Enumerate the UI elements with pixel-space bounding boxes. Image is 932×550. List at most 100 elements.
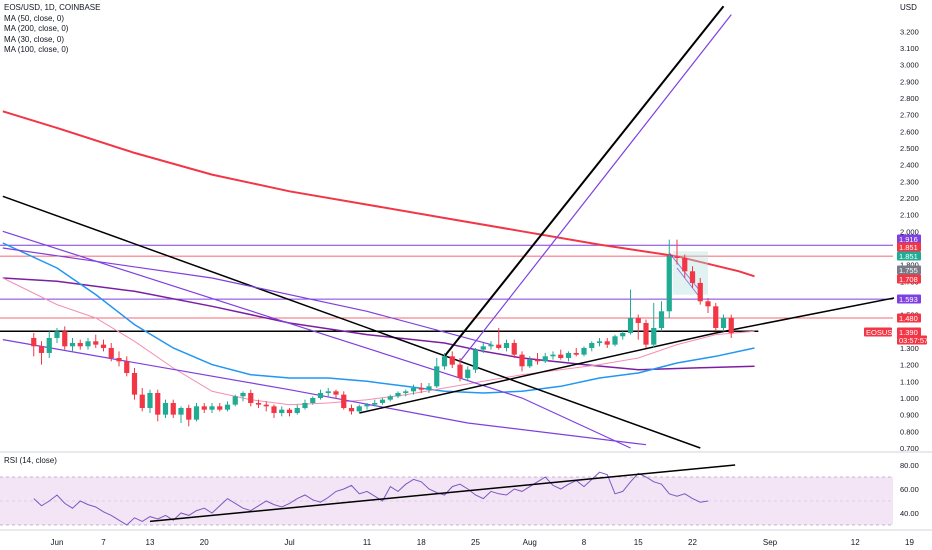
price-tags-layer: 1.9161.8511.8511.7551.7081.5931.480EOSUS… [864, 234, 928, 345]
candle-body [728, 317, 734, 333]
candle-body [255, 402, 262, 405]
date-tick-label: 13 [146, 538, 155, 547]
candle-body [465, 369, 471, 378]
candle-body [286, 409, 293, 413]
price-tick-label: 1.300 [900, 344, 919, 353]
candle-body [426, 386, 432, 390]
candle-body [403, 391, 409, 393]
candle-body [519, 354, 525, 367]
candle-body [124, 361, 130, 373]
candle-body [116, 357, 122, 362]
rsi-layer [33, 464, 736, 526]
date-tick-label: 12 [851, 538, 860, 547]
price-tag-label: 1.593 [899, 295, 918, 304]
candle-body [542, 356, 548, 362]
ma30-line [2, 277, 755, 406]
candle-body [573, 352, 579, 355]
candle-body [434, 366, 440, 387]
candle-body [263, 404, 269, 407]
candle-body [713, 306, 719, 328]
candle-body [472, 349, 479, 370]
candle-body [54, 331, 60, 338]
date-tick-label: 19 [905, 538, 914, 547]
candle-body [356, 406, 362, 412]
uptrend-support-line [359, 297, 895, 414]
candle-body [364, 404, 370, 407]
price-tag-label: 1.851 [899, 252, 918, 261]
candle-body [240, 392, 246, 397]
price-tag-bg [897, 274, 921, 284]
rsi-tick-label: 40.00 [900, 509, 919, 518]
price-tag-label: EOSUSD [866, 328, 898, 337]
price-tag-label: 1.755 [899, 266, 918, 275]
rsi-uptrend-line [149, 464, 736, 523]
candle-body [341, 394, 347, 408]
candle-body [279, 409, 285, 413]
candle-body [248, 392, 254, 403]
legend-symbol: EOS/USD, 1D, COINBASE [4, 3, 101, 12]
price-tick-label: 2.400 [900, 161, 919, 170]
candle-body [333, 391, 339, 395]
price-tag-label: 1.851 [899, 243, 918, 252]
price-tag-label: 1.390 [899, 328, 918, 337]
axes-layer: 3.200 3.100 3.000 2.900 2.800 2.700 2.600 2.500… [0, 27, 932, 547]
rsi-tick-label: 80.00 [900, 461, 919, 470]
price-tick-label: 1.800 [900, 261, 919, 270]
price-tag-bg [897, 335, 927, 345]
candle-body [348, 407, 355, 412]
date-tick-label: Jul [284, 538, 294, 547]
candle-body [77, 342, 83, 347]
candle-body [480, 346, 486, 350]
candle-body [178, 407, 184, 415]
candle-body [410, 387, 417, 392]
legend-ma50: MA (50, close, 0) [4, 13, 65, 23]
symbol-tag-bg [864, 327, 892, 337]
price-tag-label: 1.916 [899, 235, 918, 244]
candle-body [139, 394, 145, 408]
price-tag-bg [897, 265, 921, 275]
price-tag-bg [897, 294, 921, 304]
date-tick-label: 8 [582, 538, 587, 547]
price-tick-label: 3.200 [900, 27, 919, 36]
candle-body [558, 354, 564, 358]
candle-body [596, 341, 603, 343]
candle-body [697, 282, 703, 302]
candle-body [635, 317, 641, 323]
candle-body [271, 406, 277, 413]
candle-body [620, 332, 626, 337]
chart-legend: EOS/USD, 1D, COINBASE MA (50, close, 0) … [4, 3, 100, 56]
candle-body [379, 399, 386, 403]
candle-body [581, 347, 587, 355]
candle-body [612, 336, 618, 345]
price-tick-label: 3.000 [900, 61, 919, 70]
price-tick-label: 0.800 [900, 427, 919, 436]
candle-body [658, 311, 665, 328]
price-tick-label: 2.200 [900, 194, 919, 203]
price-tick-label: 2.300 [900, 177, 919, 186]
date-tick-label: Jun [51, 538, 64, 547]
candle-body [643, 322, 649, 345]
candle-body [294, 407, 300, 413]
candle-body [682, 257, 688, 272]
candle-body [457, 364, 463, 378]
candles-layer [31, 239, 734, 427]
price-tick-label: 2.100 [900, 211, 919, 220]
rsi-tick-label: 60.00 [900, 485, 919, 494]
candle-body [302, 402, 308, 408]
candle-body [418, 387, 424, 390]
candle-body [565, 352, 572, 358]
date-tick-label: 25 [471, 538, 480, 547]
candle-body [720, 317, 727, 328]
candle-body [62, 331, 68, 347]
candle-body [511, 342, 517, 355]
candle-body [488, 344, 494, 347]
candle-body [155, 392, 161, 415]
legend-ma200: MA (200, close, 0) [4, 24, 69, 33]
candle-body [162, 402, 169, 415]
price-tag-bg [897, 242, 921, 252]
date-tick-label: 11 [363, 538, 372, 547]
candle-body [503, 342, 510, 348]
price-tick-label: 1.100 [900, 377, 919, 386]
candle-body [85, 341, 91, 347]
